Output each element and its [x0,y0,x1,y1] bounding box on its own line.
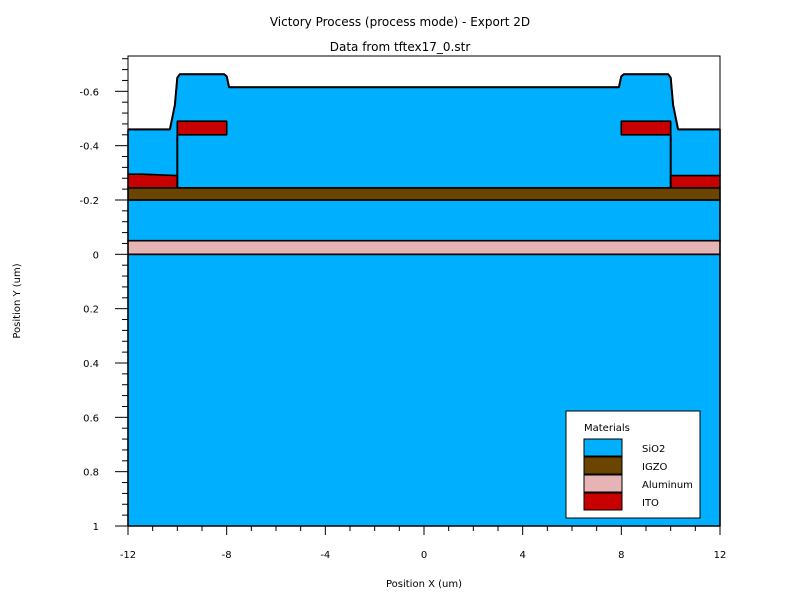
y-axis: -0.6 -0.4 -0.2 0 0.2 0.4 0.6 0.8 1 [79,58,128,533]
x-tick-label: 0 [421,550,427,561]
legend-swatch-aluminum [583,474,623,493]
legend-label-igzo: IGZO [642,462,668,473]
region-ito-right-contact [669,174,721,189]
legend-label-sio2: SiO2 [642,444,665,455]
region-igzo-channel [127,187,721,201]
x-tick-label: -4 [320,550,330,561]
legend-swatch-ito [583,492,623,511]
y-tick-label: 1 [93,522,99,533]
legend-title: Materials [584,423,630,434]
x-axis-label: Position X (um) [386,579,462,590]
region-aluminum-layer [127,239,721,256]
region-ito-left-electrode [176,120,228,136]
material-boundaries [128,73,720,188]
y-axis-label: Position Y (um) [12,263,23,338]
legend: Materials SiO2 IGZO Aluminum ITO [565,410,701,519]
x-tick-label: -12 [120,550,136,561]
region-gate-oxide [127,199,721,242]
region-ito-left-contact [127,173,179,189]
legend-label-aluminum: Aluminum [642,480,693,491]
boundary-passivation-surface [128,73,720,131]
chart-subtitle: Data from tftex17_0.str [330,40,471,54]
x-axis: -12 -8 -4 0 4 8 12 [120,526,727,561]
y-tick-label: 0.6 [83,413,99,424]
x-tick-label: 8 [618,550,624,561]
region-ito-right-electrode [620,120,672,136]
y-tick-label: -0.4 [79,142,99,153]
y-tick-label: 0 [93,250,99,261]
y-tick-label: -0.2 [79,196,99,207]
x-tick-label: 4 [519,550,525,561]
y-tick-label: -0.6 [79,87,99,98]
chart-title: Victory Process (process mode) - Export … [270,15,530,29]
y-tick-label: 0.8 [83,468,99,479]
y-tick-label: 0.2 [83,305,99,316]
x-tick-label: -8 [222,550,232,561]
legend-entries: SiO2 IGZO Aluminum ITO [583,438,693,511]
legend-swatch-igzo [583,456,623,475]
x-tick-label: 12 [714,550,727,561]
y-tick-label: 0.4 [83,359,99,370]
legend-swatch-sio2 [583,438,623,457]
legend-label-ito: ITO [642,498,659,509]
